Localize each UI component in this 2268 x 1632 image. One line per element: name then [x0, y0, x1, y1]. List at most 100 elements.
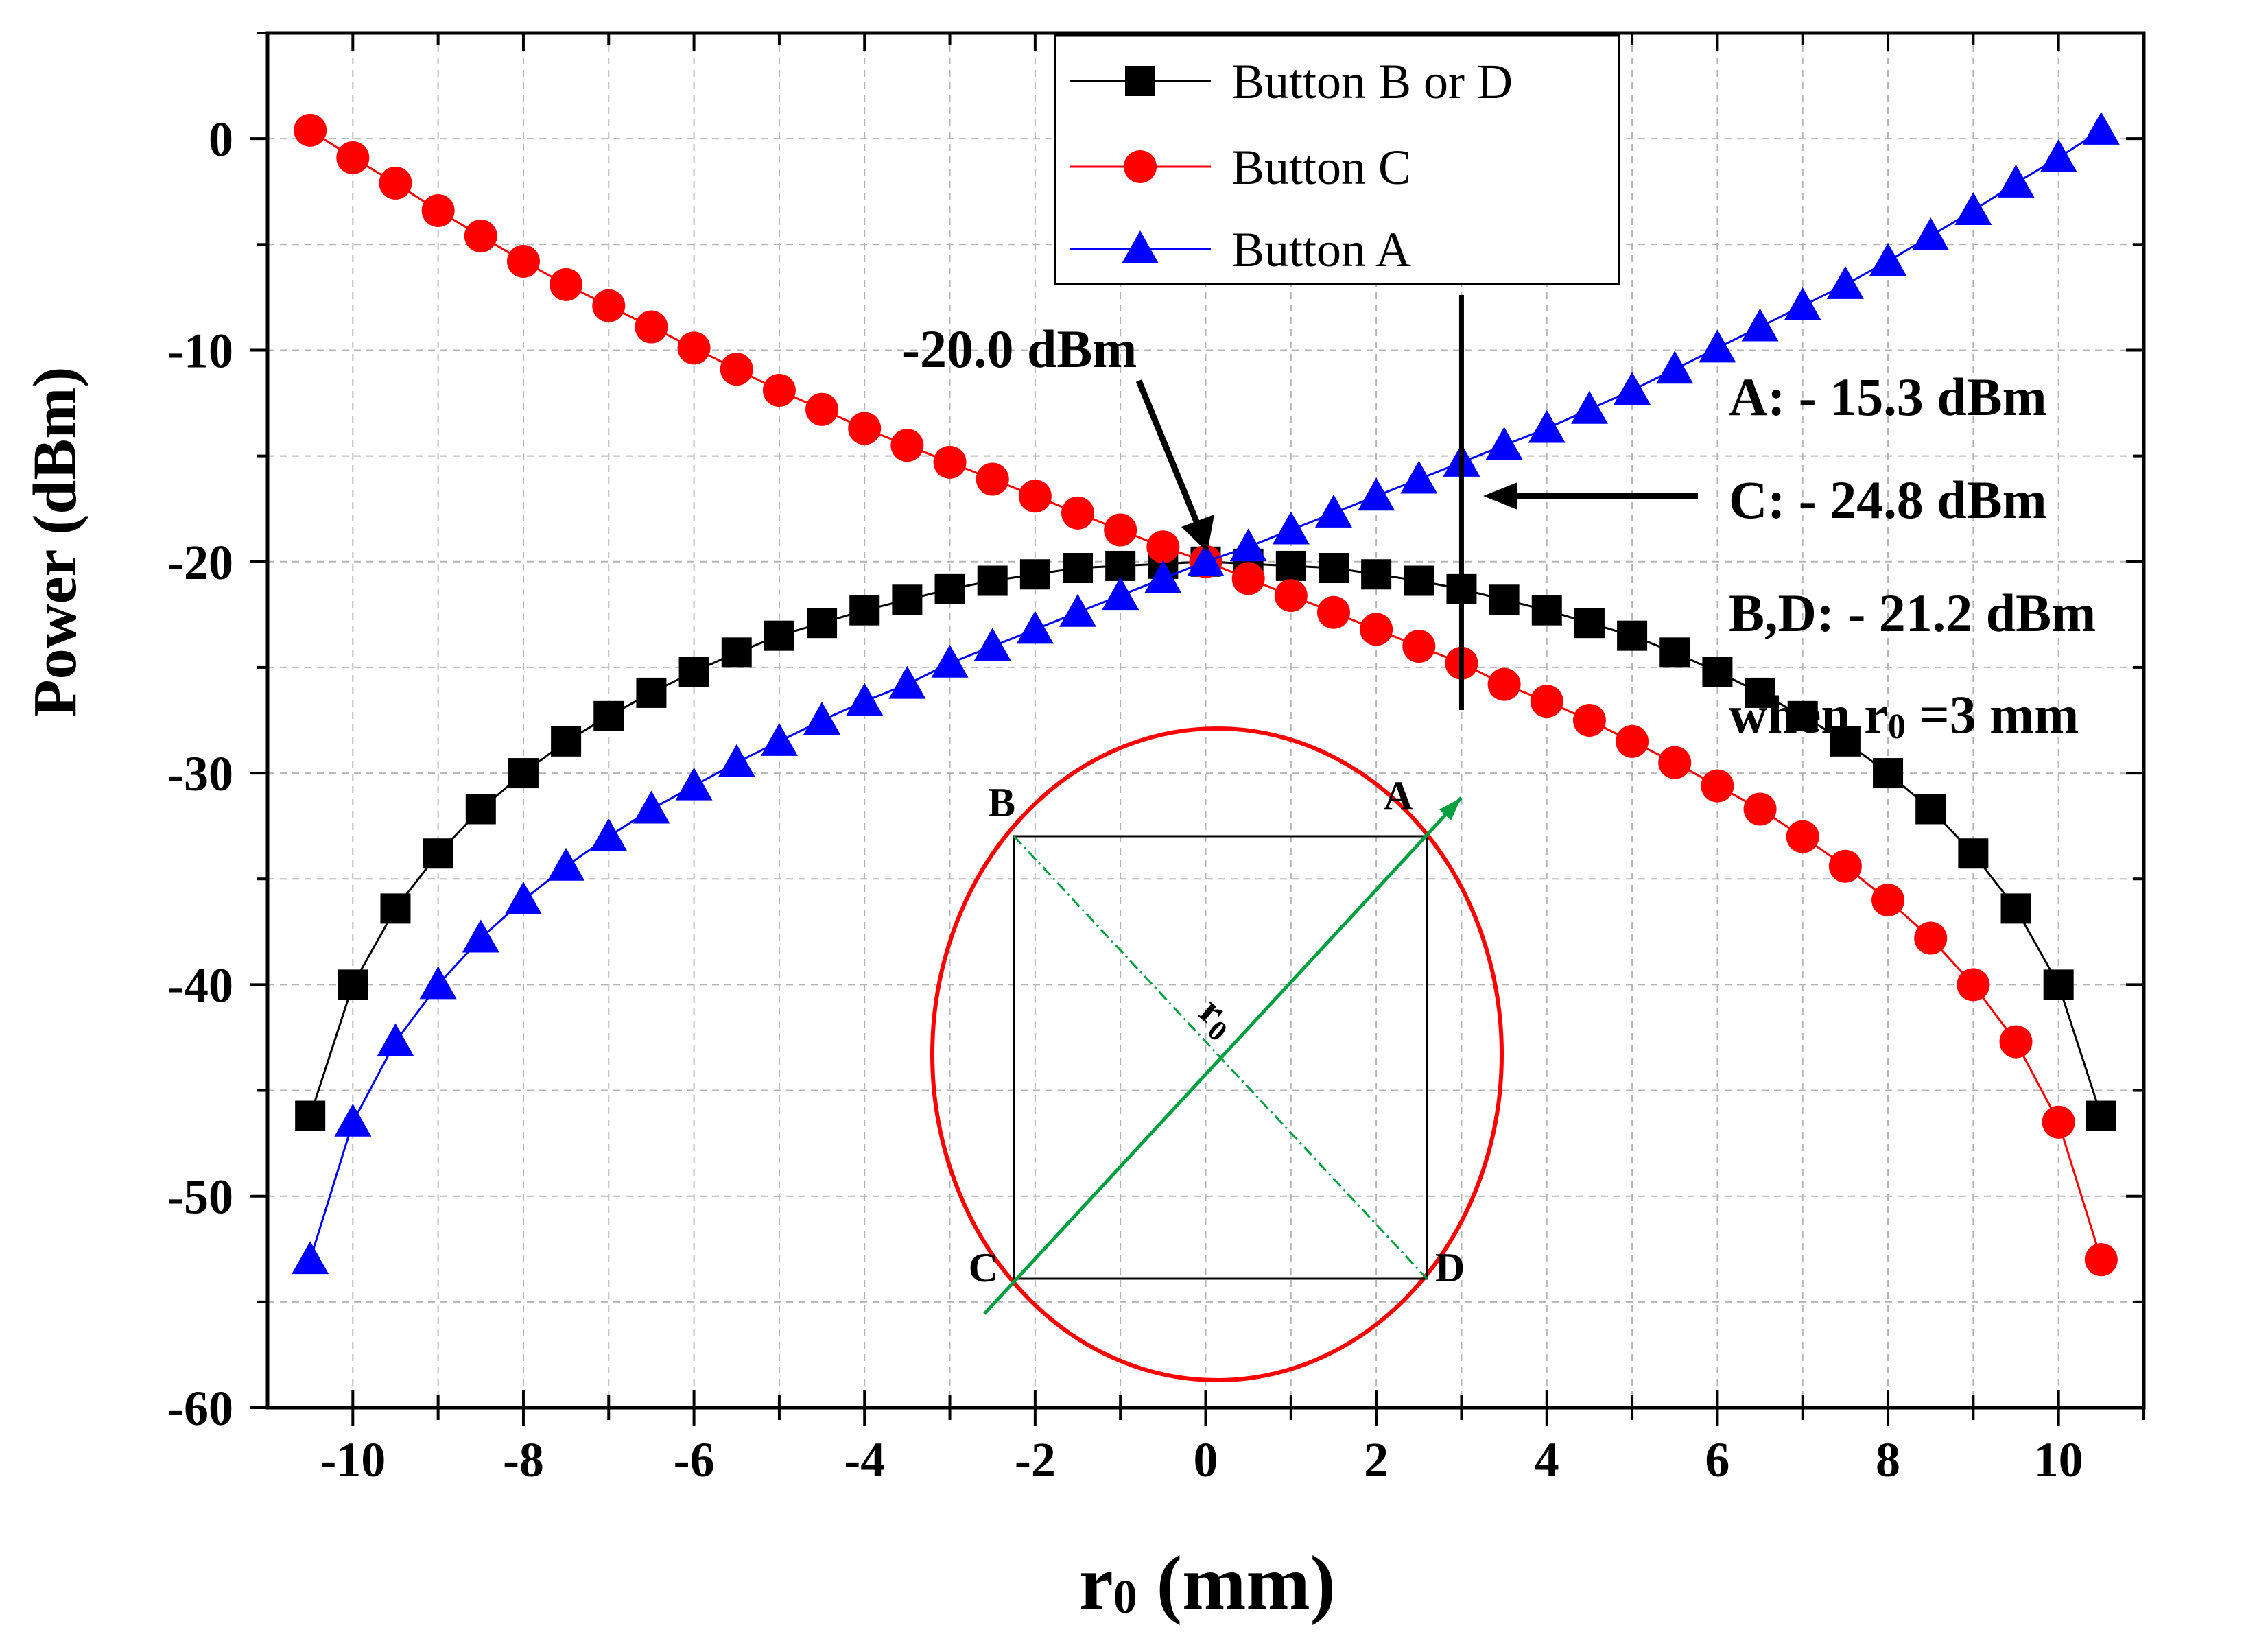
data-point-s1-35: [1787, 700, 1818, 731]
data-point-s3-42: [2082, 111, 2120, 145]
data-point-s3-25: [1358, 477, 1395, 511]
data-point-s1-7: [593, 700, 624, 731]
data-point-s3-6: [547, 847, 585, 881]
series-layer: [292, 111, 2120, 1277]
x-axis-title-main: r: [1079, 1541, 1113, 1626]
when-label-tail: =3 mm: [1906, 685, 2079, 744]
y-tick-label: -60: [167, 1381, 233, 1436]
data-point-s3-9: [675, 767, 713, 801]
data-point-s1-25: [1361, 559, 1392, 590]
data-point-s3-14: [888, 665, 926, 699]
grid: [268, 33, 2144, 1408]
data-point-s2-0: [294, 113, 327, 147]
legend: Button B or D Button C Button A: [1054, 34, 1620, 285]
data-point-s2-15: [933, 445, 967, 479]
data-point-s2-9: [677, 331, 711, 365]
legend-marker-2: [1124, 150, 1157, 183]
data-point-s2-41: [2042, 1105, 2075, 1139]
c-value-label: C: - 24.8 dBm: [1729, 470, 2047, 530]
data-point-s1-1: [338, 969, 368, 1000]
data-point-s1-2: [380, 893, 411, 924]
data-point-s3-4: [462, 919, 499, 953]
data-point-s2-36: [1828, 849, 1862, 883]
data-point-s1-18: [1063, 553, 1094, 584]
right-arrow-head: [1483, 482, 1517, 510]
x-tick-label: -2: [1015, 1432, 1056, 1487]
data-point-s1-32: [1659, 637, 1690, 668]
data-point-s2-13: [848, 412, 882, 445]
data-point-s2-20: [1146, 530, 1180, 564]
data-point-s2-37: [1871, 884, 1905, 917]
data-point-s1-14: [892, 584, 923, 615]
data-point-s2-11: [762, 374, 796, 407]
data-point-s1-15: [934, 573, 965, 604]
data-point-s3-24: [1314, 494, 1352, 528]
data-point-s3-35: [1784, 287, 1821, 320]
data-point-s3-0: [292, 1241, 329, 1275]
data-point-s2-30: [1572, 704, 1606, 737]
data-point-s1-3: [423, 838, 453, 869]
inset-square: [1013, 835, 1428, 1280]
inset-label-a: A: [1384, 773, 1413, 818]
data-point-s3-2: [377, 1023, 414, 1056]
data-point-s2-19: [1104, 513, 1137, 547]
legend-item-1: Button B or D: [1070, 54, 1513, 109]
data-point-s1-29: [1531, 595, 1562, 626]
data-point-s1-16: [977, 565, 1008, 596]
legend-label-2: Button C: [1231, 140, 1411, 195]
x-axis-title: r0 (mm): [1079, 1541, 1336, 1626]
data-point-s2-35: [1786, 820, 1819, 853]
data-point-s2-42: [2084, 1243, 2118, 1277]
data-point-s3-30: [1570, 390, 1608, 424]
data-point-s3-12: [803, 702, 841, 735]
data-point-s2-8: [635, 310, 668, 344]
data-point-s3-39: [1954, 191, 1992, 225]
data-point-s3-16: [973, 628, 1011, 661]
data-point-s1-11: [764, 620, 794, 651]
data-point-s3-20: [1144, 560, 1182, 593]
data-point-s2-18: [1061, 496, 1095, 530]
annotations: -20.0 dBm A: - 15.3 dBm C: - 24.8 dBm B,…: [902, 295, 2096, 746]
data-point-s3-11: [760, 722, 798, 756]
center-value-label: -20.0 dBm: [902, 319, 1137, 379]
data-point-s2-33: [1701, 769, 1734, 803]
data-point-s1-12: [807, 608, 838, 639]
data-point-s2-34: [1743, 792, 1777, 826]
legend-item-3: Button A: [1070, 222, 1411, 277]
data-point-s3-19: [1102, 577, 1139, 611]
data-point-s1-28: [1489, 584, 1520, 615]
data-point-s2-16: [976, 462, 1009, 496]
data-point-s2-22: [1231, 562, 1265, 595]
data-point-s1-10: [721, 637, 752, 668]
inset-label-d: D: [1435, 1245, 1465, 1290]
a-value-label: A: - 15.3 dBm: [1729, 367, 2047, 427]
data-point-s2-38: [1914, 921, 1948, 955]
legend-marker-3: [1122, 230, 1159, 263]
x-tick-label: 6: [1705, 1432, 1729, 1487]
data-point-s2-39: [1957, 968, 1990, 1002]
legend-item-2: Button C: [1070, 140, 1411, 195]
data-point-s3-29: [1528, 410, 1566, 443]
when-label: when r0 =3 mm: [1729, 685, 2079, 746]
legend-items: Button B or D Button C Button A: [1070, 54, 1513, 277]
data-point-s3-18: [1059, 593, 1097, 627]
y-tick-label: -30: [167, 746, 233, 801]
x-tick-label: 2: [1364, 1432, 1389, 1487]
x-tick-label: 8: [1876, 1432, 1900, 1487]
data-point-s3-5: [504, 882, 542, 915]
data-point-s1-41: [2043, 969, 2074, 1000]
data-point-s1-5: [508, 758, 539, 789]
data-point-s3-13: [846, 683, 884, 716]
data-point-s2-24: [1316, 595, 1350, 629]
data-point-s1-38: [1915, 794, 1946, 825]
data-point-s2-1: [336, 141, 370, 174]
data-point-s3-3: [419, 966, 457, 1000]
data-point-s3-21: [1187, 543, 1225, 576]
data-point-s1-34: [1745, 677, 1775, 708]
x-tick-label: -4: [844, 1432, 885, 1487]
data-point-s3-22: [1229, 528, 1267, 562]
data-point-s3-40: [1997, 164, 2035, 198]
data-point-s1-23: [1275, 550, 1306, 581]
x-tick-label: -8: [503, 1432, 544, 1487]
